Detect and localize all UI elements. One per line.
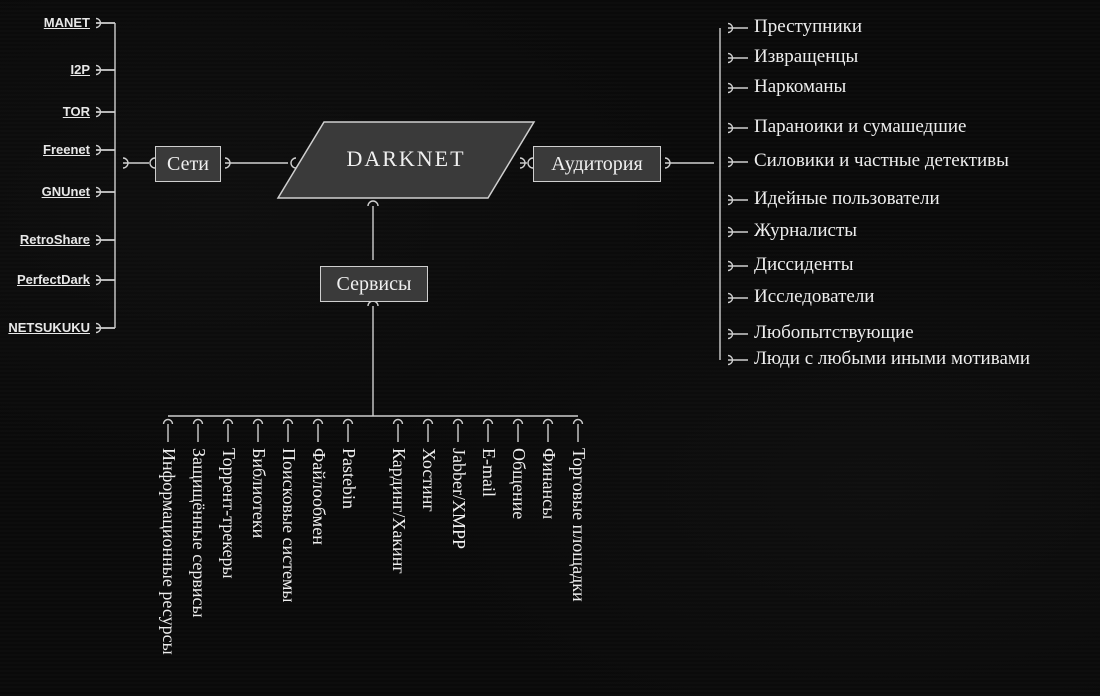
audience-item: Извращенцы [754, 46, 858, 68]
network-item: PerfectDark [0, 272, 90, 287]
service-item: Pastebin [338, 448, 359, 509]
service-item: Поисковые системы [278, 448, 299, 603]
service-item: Информационные ресурсы [158, 448, 179, 655]
audience-item: Параноики и сумашедшие [754, 116, 966, 138]
audience-item: Люди с любыми иными мотивами [754, 348, 1030, 370]
network-item: I2P [0, 62, 90, 77]
network-item: RetroShare [0, 232, 90, 247]
network-item: Freenet [0, 142, 90, 157]
services-hub-label: Сервисы [337, 273, 412, 296]
darknet-label: DARKNET [301, 146, 511, 172]
service-item: Библиотеки [248, 448, 269, 538]
audience-item: Силовики и частные детективы [754, 150, 1009, 172]
service-item: Финансы [538, 448, 559, 519]
service-item: Общение [508, 448, 529, 519]
audience-item: Преступники [754, 16, 862, 38]
networks-hub: Сети [155, 146, 221, 182]
audience-item: Наркоманы [754, 76, 846, 98]
audience-item: Любопытствующие [754, 322, 914, 344]
service-item: Кардинг/Хакинг [388, 448, 409, 574]
services-hub: Сервисы [320, 266, 428, 302]
audience-hub-label: Аудитория [551, 153, 642, 176]
service-item: Хостинг [418, 448, 439, 512]
service-item: Торговые площадки [568, 448, 589, 602]
audience-item: Журналисты [754, 220, 857, 242]
service-item: Файлообмен [308, 448, 329, 545]
audience-hub: Аудитория [533, 146, 661, 182]
audience-item: Идейные пользователи [754, 188, 940, 210]
service-item: Торрент-трекеры [218, 448, 239, 579]
audience-item: Диссиденты [754, 254, 854, 276]
service-item: Защищённые сервисы [188, 448, 209, 618]
network-item: GNUnet [0, 184, 90, 199]
network-item: NETSUKUKU [0, 320, 90, 335]
service-item: E-mail [478, 448, 499, 497]
audience-item: Исследователи [754, 286, 874, 308]
service-item: Jabber/XMPP [448, 448, 469, 549]
network-item: TOR [0, 104, 90, 119]
networks-hub-label: Сети [167, 153, 209, 176]
network-item: MANET [0, 15, 90, 30]
